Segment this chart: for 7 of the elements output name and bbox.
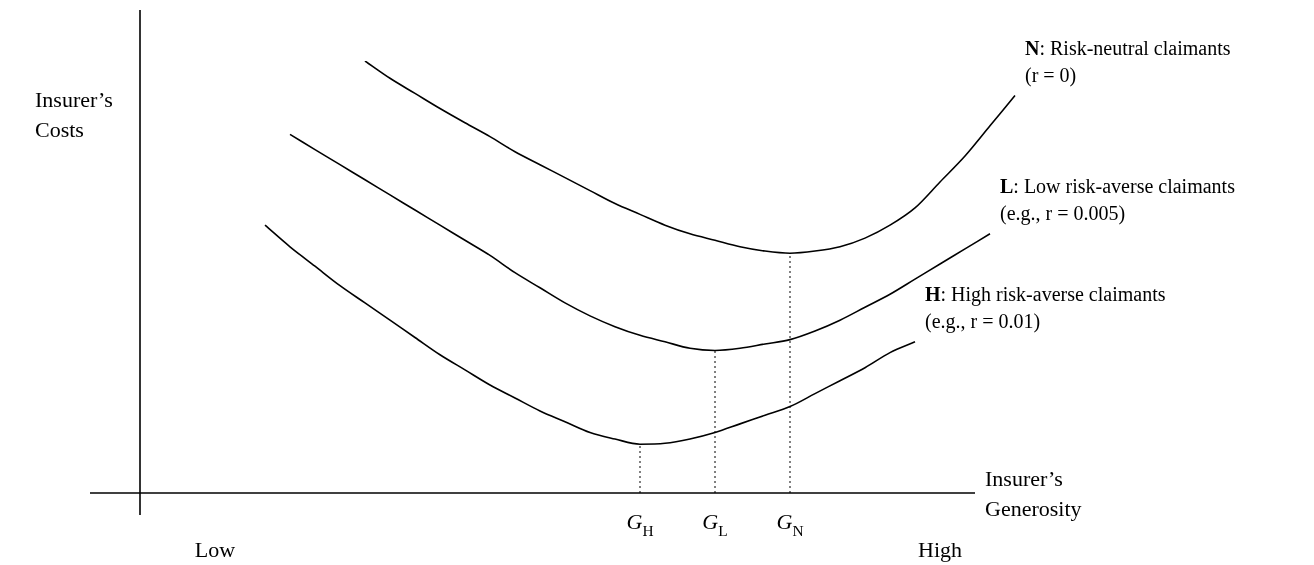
series-label: H: High risk-averse claimants (e.g., r = 0.01) [925, 282, 1166, 333]
series-label: L: Low risk-averse claimants (e.g., r = 0.005) [1000, 174, 1236, 225]
x-tick-label: Low [194, 537, 236, 562]
x-tick-label: High [918, 537, 962, 562]
x-axis-title: Insurer’s Generosity [985, 466, 1082, 521]
series-label: N: Risk-neutral claimants (r = 0) [1025, 36, 1231, 87]
y-axis-title: Insurer’s Costs [35, 87, 113, 142]
